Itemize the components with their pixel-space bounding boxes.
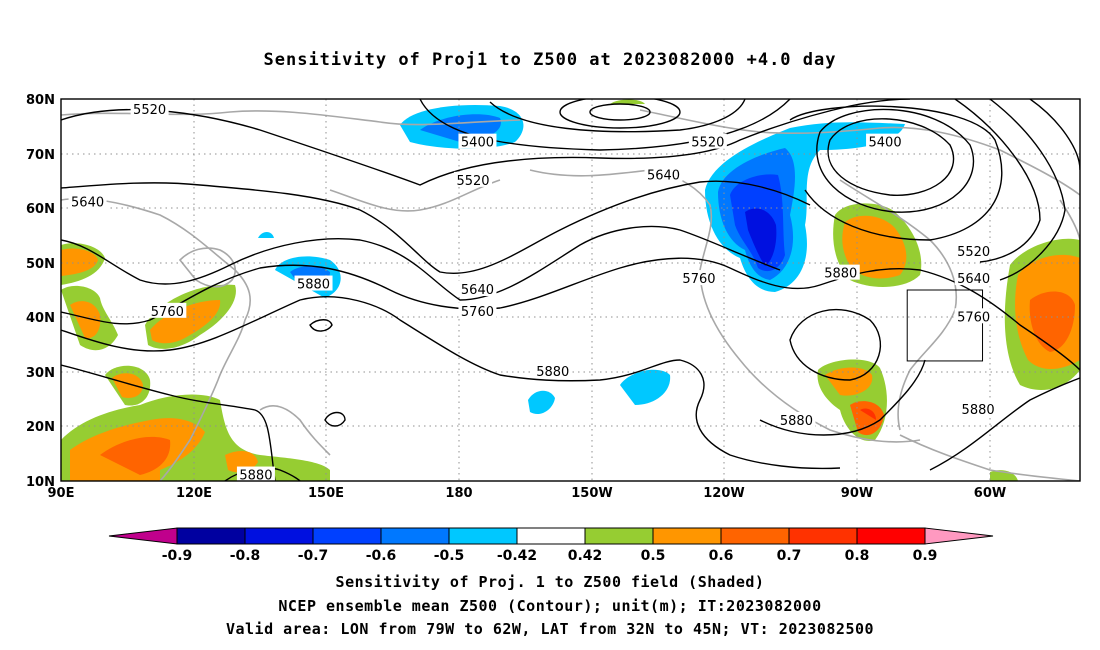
contour-label-bg <box>954 270 993 286</box>
colorbar-label: 0.6 <box>709 548 734 564</box>
contour-label-bg <box>533 362 572 378</box>
lon-label: 150W <box>571 486 612 501</box>
contour-label-bg <box>454 171 493 187</box>
contour-label-bg <box>866 133 905 149</box>
contour-label: 5880 <box>780 414 813 429</box>
valid-area-box <box>906 289 984 362</box>
contour-label: 5640 <box>957 272 990 287</box>
contour-label: 5880 <box>239 469 272 484</box>
lat-label: 50N <box>26 257 55 272</box>
contour-label-bg <box>458 302 497 318</box>
contour-label-bg <box>458 281 497 296</box>
lat-label: 20N <box>26 420 55 435</box>
contour-label-bg <box>294 275 333 291</box>
contour-label-bg <box>644 166 683 182</box>
colorbar-swatch <box>856 527 926 545</box>
colorbar-label: 0.9 <box>913 548 938 564</box>
colorbar-swatch <box>176 527 246 545</box>
contour-label: 5520 <box>456 174 489 189</box>
contour-label-bg <box>959 401 998 417</box>
map-frame <box>60 98 1081 482</box>
colorbar-swatch <box>652 527 722 545</box>
colorbar-label: -0.6 <box>366 548 397 564</box>
lon-label: 60W <box>974 486 1006 501</box>
contour-label: 5520 <box>691 136 724 151</box>
colorbar-swatch <box>380 527 450 545</box>
lat-label: 60N <box>26 202 55 217</box>
colorbar-label: -0.42 <box>497 548 537 564</box>
colorbar-label: -0.8 <box>230 548 261 564</box>
contour-label-bg <box>679 270 718 286</box>
contour-label: 5640 <box>71 196 104 211</box>
colorbar-swatch <box>244 527 314 545</box>
sensitivity-map: 5520 5400 5520 5400 5640 5520 5640 5520 5880 5760… <box>26 93 1081 501</box>
contour-label-bg <box>777 411 816 427</box>
colorbar-swatch-below <box>108 527 178 545</box>
lat-label: 30N <box>26 366 55 381</box>
contour-label: 5640 <box>647 168 680 183</box>
shaded-sensitivity <box>61 99 1080 481</box>
colorbar-labels: -0.9 -0.8 -0.7 -0.6 -0.5 -0.42 0.42 0.5 … <box>162 548 938 564</box>
contour-label: 5400 <box>461 136 494 151</box>
contour-label-bg <box>688 133 727 149</box>
contour-label-bg <box>236 466 275 481</box>
caption-line-2: NCEP ensemble mean Z500 (Contour); unit(… <box>278 597 822 615</box>
contour-label-bg <box>148 302 187 318</box>
contour-label: 5760 <box>461 305 494 320</box>
colorbar-label: 0.5 <box>641 548 666 564</box>
contour-label: 5760 <box>957 310 990 325</box>
contour-label: 5760 <box>682 272 715 287</box>
contour-label: 5640 <box>461 283 494 298</box>
contour-label: 5880 <box>824 267 857 282</box>
contour-labels: 5520 5400 5520 5400 5640 5520 5640 5520 5880 5760… <box>68 100 998 484</box>
contour-label: 5760 <box>151 305 184 320</box>
colorbar-label: -0.7 <box>298 548 329 564</box>
colorbar-swatch <box>448 527 518 545</box>
contour-label: 5520 <box>133 103 166 118</box>
caption-line-1: Sensitivity of Proj. 1 to Z500 field (Sh… <box>335 573 765 591</box>
colorbar-swatches <box>108 527 994 545</box>
colorbar-label: 0.7 <box>777 548 802 564</box>
lon-label: 120W <box>703 486 744 501</box>
colorbar-swatch <box>584 527 654 545</box>
contour-label-bg <box>68 193 107 209</box>
contour-label-bg <box>821 264 860 280</box>
colorbar-label: 0.8 <box>845 548 870 564</box>
lon-label: 150E <box>308 486 344 501</box>
lon-label: 90E <box>48 486 75 501</box>
contour-label: 5880 <box>297 278 330 293</box>
lon-label: 120E <box>176 486 212 501</box>
figure-title: Sensitivity of Proj1 to Z500 at 20230820… <box>263 50 837 70</box>
colorbar-swatch <box>720 527 790 545</box>
lon-axis: 90E 120E 150E 180 150W 120W 90W 60W <box>48 486 1007 501</box>
lat-label: 80N <box>26 93 55 108</box>
colorbar-swatch <box>516 527 586 545</box>
lat-label: 40N <box>26 311 55 326</box>
colorbar-swatch <box>312 527 382 545</box>
colorbar-swatch-above <box>924 527 994 545</box>
contour-label-bg <box>954 242 993 258</box>
colorbar-label: 0.42 <box>568 548 603 564</box>
caption-line-3: Valid area: LON from 79W to 62W, LAT fro… <box>225 620 875 638</box>
contour-label-bg <box>458 133 497 149</box>
lon-label: 90W <box>841 486 873 501</box>
lat-axis: 80N 70N 60N 50N 40N 30N 20N 10N <box>26 93 55 490</box>
lon-label: 180 <box>445 486 472 501</box>
z500-contours <box>61 99 1080 481</box>
contour-label: 5400 <box>869 136 902 151</box>
contour-label-bg <box>130 100 169 116</box>
contour-label-bg <box>954 308 993 324</box>
colorbar-label: -0.5 <box>434 548 465 564</box>
contour-label: 5880 <box>536 365 569 380</box>
colorbar-swatch <box>788 527 858 545</box>
lat-label: 10N <box>26 475 55 490</box>
contour-label: 5880 <box>962 403 995 418</box>
lat-label: 70N <box>26 148 55 163</box>
contour-label: 5520 <box>957 245 990 260</box>
colorbar-label: -0.9 <box>162 548 193 564</box>
